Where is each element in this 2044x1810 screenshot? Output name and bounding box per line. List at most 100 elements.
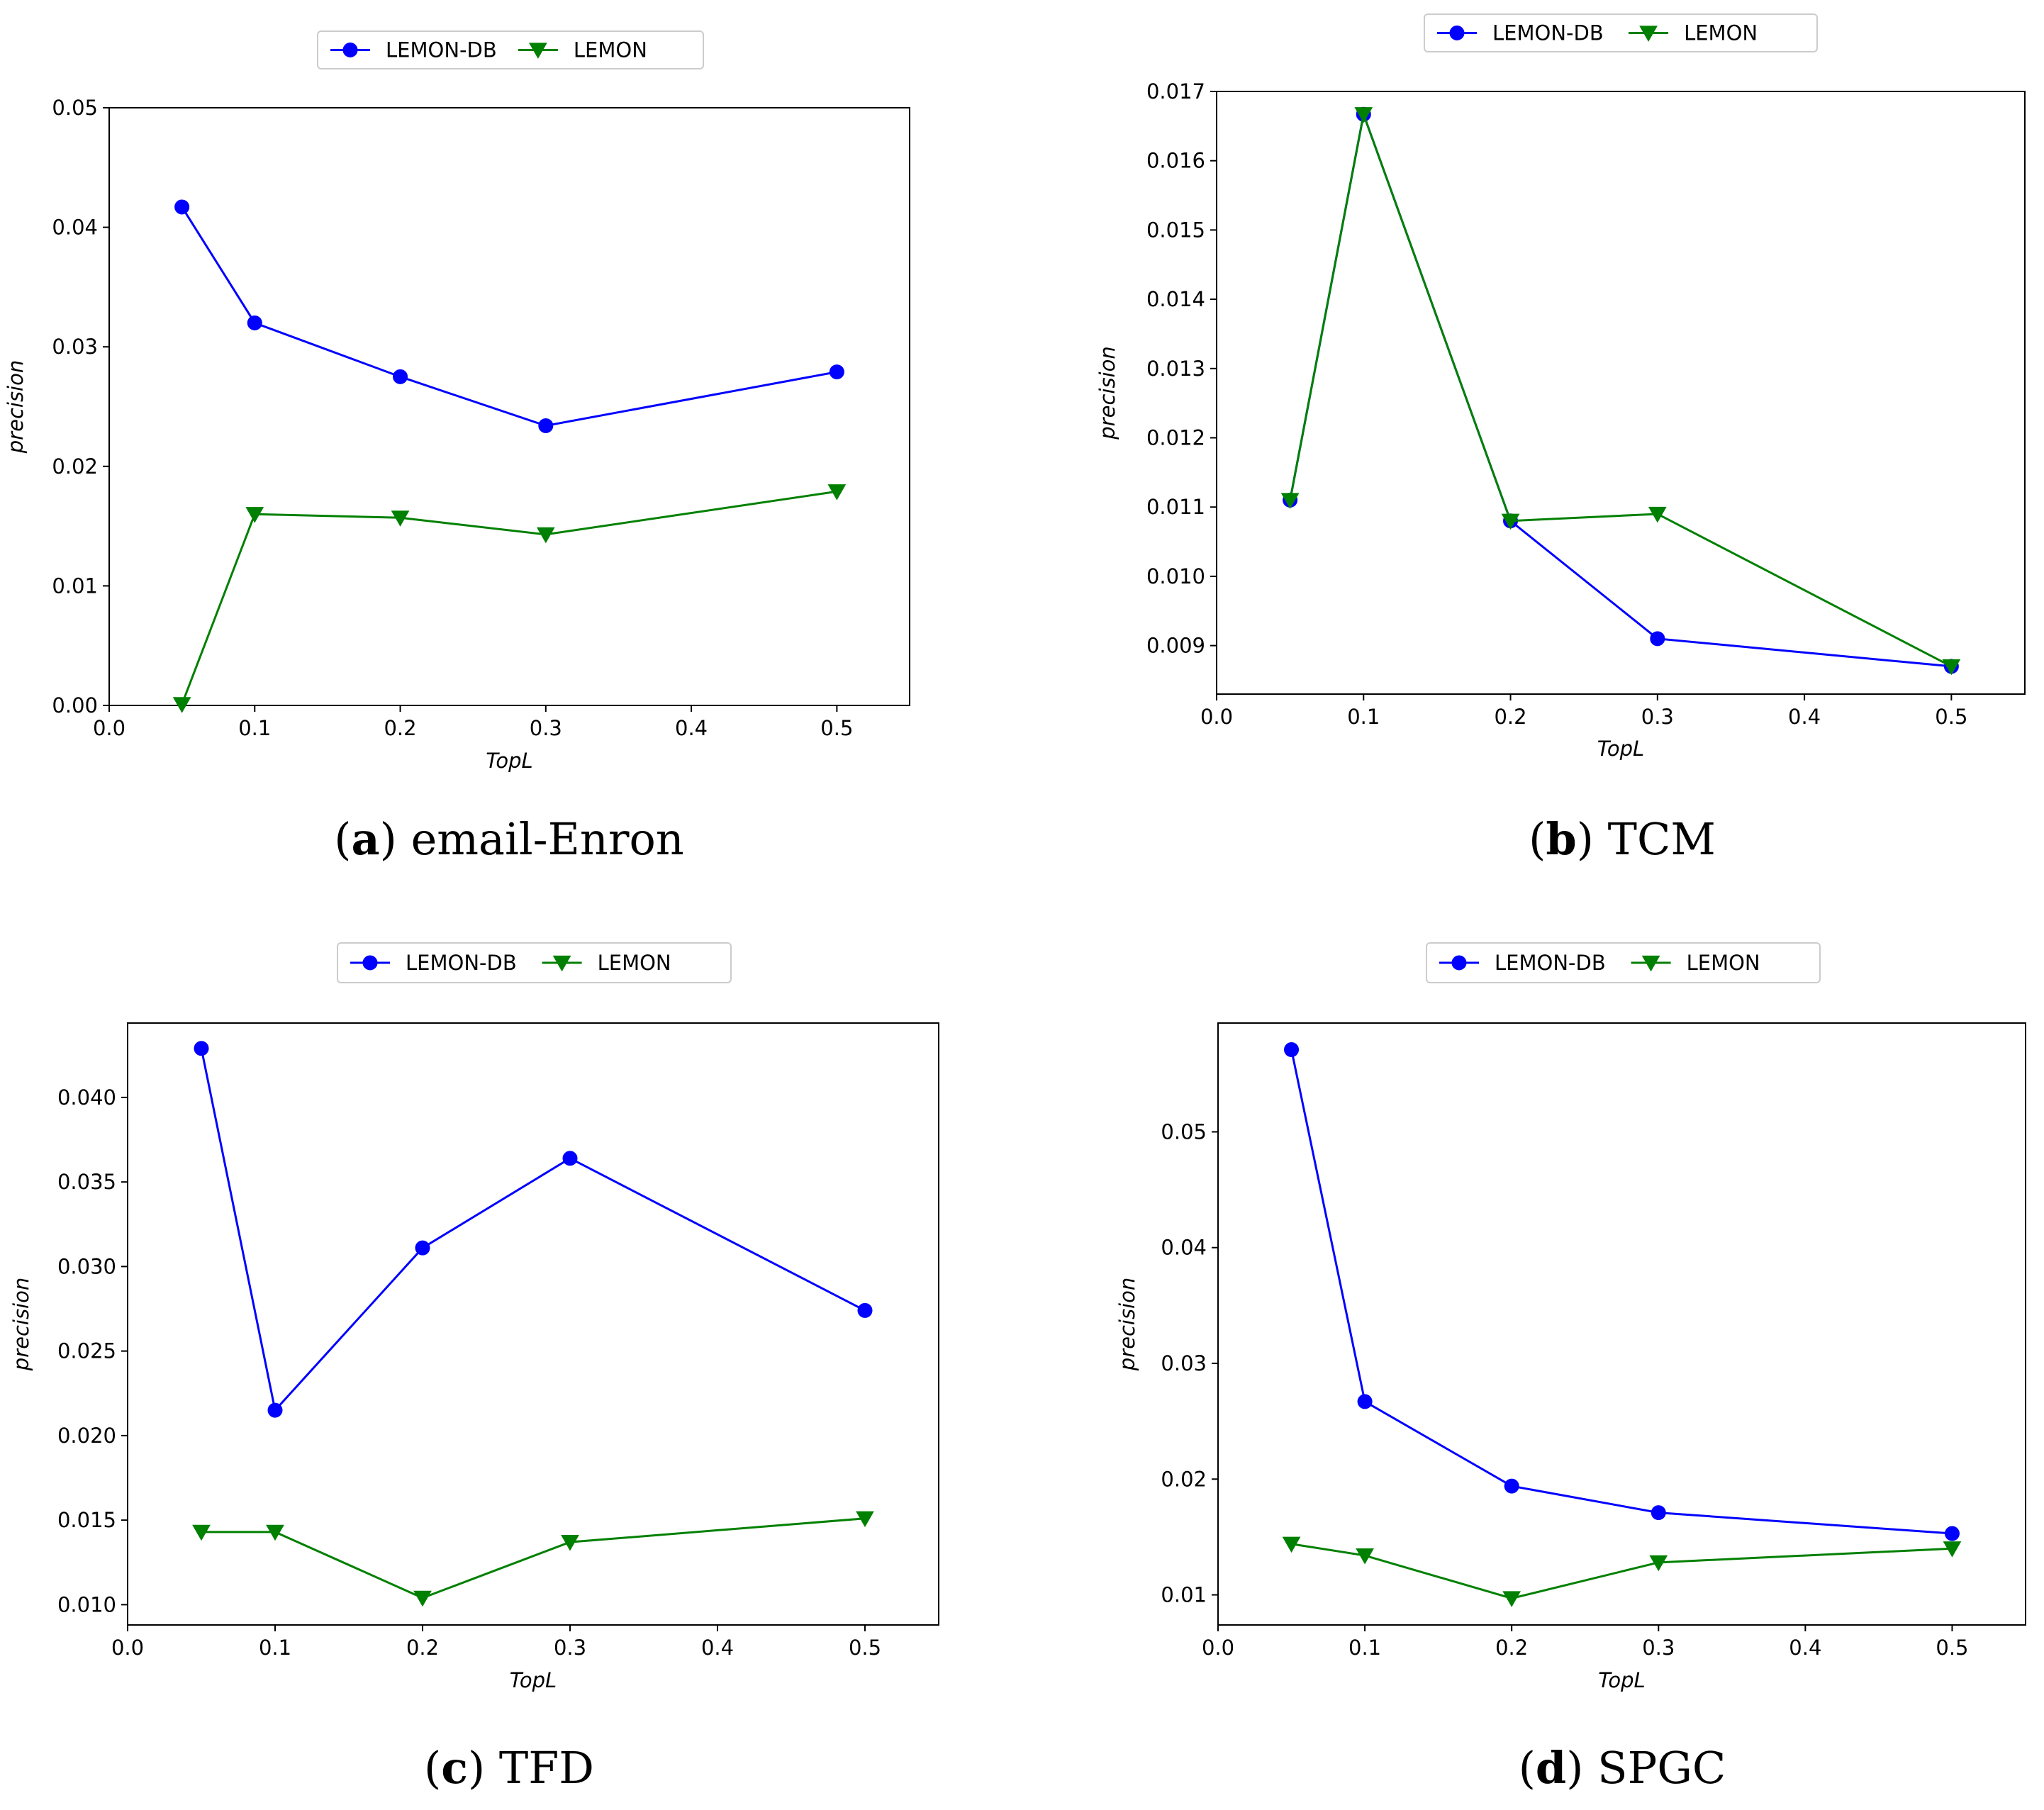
legend-box (1426, 942, 1821, 983)
data-point-lemon (245, 507, 264, 523)
data-point-lemon-db (1284, 1042, 1300, 1058)
y-tick-label: 0.01 (52, 574, 98, 598)
y-tick-label: 0.020 (57, 1424, 116, 1448)
x-tick-label: 0.0 (93, 716, 125, 740)
x-tick-label: 0.3 (554, 1636, 586, 1660)
series-line-lemon-db (181, 206, 837, 428)
y-tick-label: 0.040 (57, 1085, 116, 1110)
y-tick-label: 0.05 (1161, 1119, 1207, 1144)
plot-frame (127, 1022, 939, 1626)
legend-label-lemon-db: LEMON-DB (1492, 21, 1604, 45)
legend-label-lemon-db: LEMON-DB (386, 38, 497, 62)
y-tick-label: 0.012 (1146, 426, 1205, 450)
y-axis-title: precision (9, 1278, 33, 1371)
data-point-lemon-db (562, 1151, 578, 1166)
data-point-lemon (536, 527, 555, 544)
x-tick-label: 0.3 (1641, 705, 1674, 729)
x-tick-label: 0.5 (849, 1636, 881, 1660)
y-tick-label: 0.010 (57, 1592, 116, 1616)
y-tick-label: 0.016 (1146, 149, 1205, 173)
x-tick-label: 0.3 (1642, 1636, 1675, 1660)
data-point-lemon-db (247, 315, 262, 330)
chart-panel-d: 0.0 0.1 0.2 0.3 0.4 0.5 0.01 0.02 0.03 0.04 0.05 To… (1115, 942, 2026, 1794)
legend-marker-lemon (1639, 26, 1658, 42)
data-point-lemon-db (1650, 631, 1665, 647)
plot-frame (108, 107, 910, 706)
series-line-lemon-db (1289, 110, 1952, 668)
x-tick-label: 0.0 (1200, 705, 1233, 729)
x-tick-label: 0.2 (384, 716, 416, 740)
series-line-lemon (1289, 110, 1953, 668)
caption-paren-open: ( (1519, 1742, 1536, 1794)
caption-text: email-Enron (411, 813, 684, 865)
y-tick-label: 0.015 (57, 1508, 116, 1532)
caption-letter: c (441, 1742, 468, 1794)
y-tick-label: 0.013 (1146, 357, 1205, 381)
x-tick-label: 0.0 (111, 1636, 144, 1660)
legend-label-lemon: LEMON (574, 38, 647, 62)
data-point-lemon (413, 1590, 432, 1607)
x-axis-title: TopL (1597, 737, 1644, 761)
x-tick-label: 0.3 (530, 716, 562, 740)
x-tick-label: 0.1 (1348, 1636, 1381, 1660)
x-tick-label: 0.1 (1347, 705, 1380, 729)
legend-marker-lemon-db (1449, 26, 1465, 40)
x-tick-label: 0.2 (1494, 705, 1526, 729)
legend-marker-lemon (529, 43, 547, 59)
caption-paren-open: ( (424, 1742, 441, 1794)
y-tick-label: 0.025 (57, 1339, 116, 1363)
chart-panel-a: 0.0 0.1 0.2 0.3 0.4 0.5 0.00 0.01 0.02 0.03 0.04 0.… (4, 30, 910, 865)
data-point-lemon-db (1357, 1394, 1373, 1409)
data-point-lemon (561, 1535, 579, 1551)
y-tick-label: 0.030 (57, 1254, 116, 1278)
x-tick-label: 0.5 (1936, 1636, 1968, 1660)
y-tick-label: 0.015 (1146, 218, 1205, 242)
data-point-lemon-db (829, 364, 844, 380)
chart-panel-b: 0.0 0.1 0.2 0.3 0.4 0.5 0.009 0.010 0.011 0.012 0.… (1095, 13, 2026, 865)
y-tick-label: 0.05 (52, 96, 98, 120)
x-tick-label: 0.4 (675, 716, 708, 740)
y-tick-label: 0.017 (1146, 79, 1205, 104)
y-tick-label: 0.04 (52, 216, 98, 240)
data-point-lemon-db (857, 1302, 873, 1318)
series-line-lemon-db (200, 1048, 866, 1413)
y-axis-title: precision (1095, 346, 1119, 440)
legend-box (337, 942, 732, 983)
legend-label-lemon-db: LEMON-DB (406, 951, 517, 975)
y-tick-label: 0.04 (1161, 1236, 1207, 1260)
series-line-lemon (201, 1517, 866, 1599)
y-tick-label: 0.02 (1161, 1467, 1207, 1491)
x-tick-label: 0.2 (1495, 1636, 1528, 1660)
legend-marker-lemon-db (1451, 955, 1467, 971)
data-point-lemon (266, 1524, 284, 1541)
series-line-lemon-db (1290, 1049, 1953, 1535)
caption-paren-close: ) (380, 813, 411, 865)
caption-letter: d (1536, 1742, 1566, 1794)
x-tick-label: 0.0 (1202, 1636, 1234, 1660)
legend-marker-lemon-db (362, 955, 378, 971)
legend-box (1424, 13, 1818, 52)
series-line-lemon (1291, 1543, 1953, 1600)
plot-frame (1217, 1022, 2026, 1626)
data-point-lemon (1501, 513, 1520, 530)
data-point-lemon-db (174, 199, 190, 215)
x-tick-label: 0.2 (406, 1636, 439, 1660)
x-tick-label: 0.5 (820, 716, 853, 740)
caption-paren-open: ( (1529, 813, 1546, 865)
y-tick-label: 0.010 (1146, 564, 1205, 588)
y-tick-label: 0.03 (52, 335, 98, 359)
data-point-lemon-db (415, 1240, 430, 1256)
data-point-lemon (192, 1524, 211, 1541)
data-point-lemon (391, 510, 410, 527)
legend-box (317, 30, 704, 69)
caption-paren-close: ) (1577, 813, 1608, 865)
caption-text: TFD (499, 1742, 594, 1794)
x-axis-title: TopL (1598, 1668, 1645, 1692)
caption-a: (a) email-Enron (334, 813, 683, 865)
data-point-lemon (1943, 1541, 1962, 1558)
data-point-lemon (1648, 506, 1667, 523)
plot-frame (1216, 91, 2026, 695)
y-axis-title: precision (1115, 1278, 1139, 1371)
y-tick-label: 0.01 (1161, 1583, 1207, 1607)
